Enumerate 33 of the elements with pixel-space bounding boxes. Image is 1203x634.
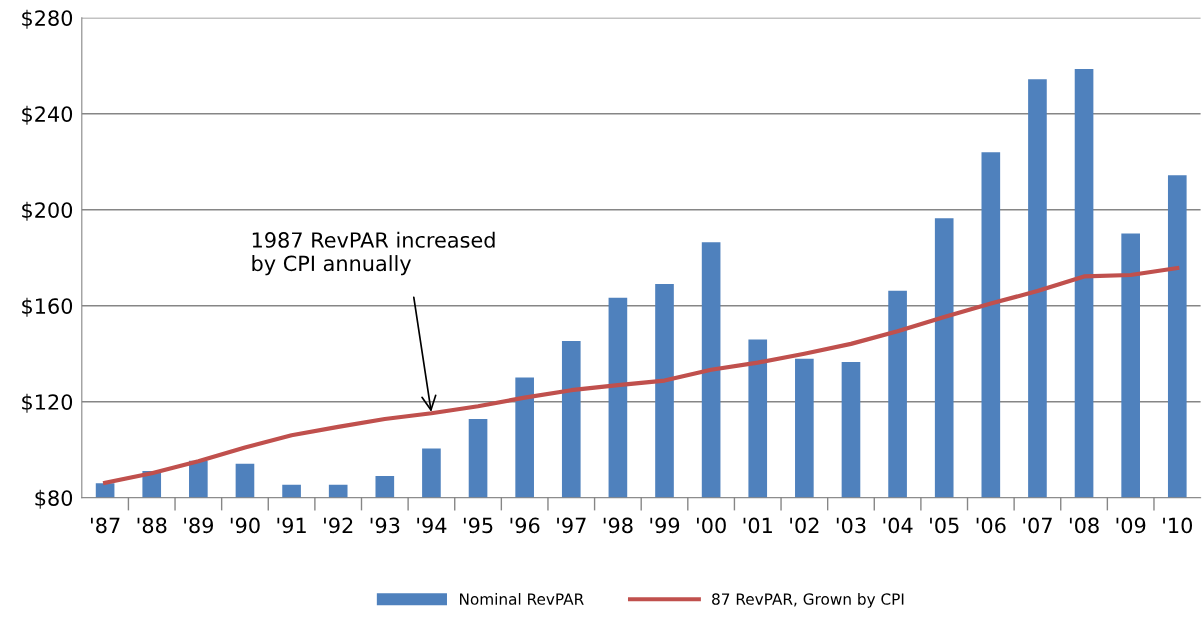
x-tick-label: '09 — [1116, 517, 1146, 534]
x-tick-label: '94 — [417, 517, 447, 534]
x-tick-label: '08 — [1069, 517, 1099, 534]
y-tick-label: $160 — [22, 297, 73, 317]
x-tick-label: '98 — [603, 517, 633, 534]
x-tick-label: '00 — [697, 517, 726, 534]
x-tick-label: '91 — [277, 517, 306, 534]
x-tick-label: '87 — [91, 517, 120, 534]
x-tick-label: '90 — [230, 517, 260, 534]
x-tick-label: '07 — [1023, 517, 1052, 534]
legend-label: 87 RevPAR, Grown by CPI — [712, 593, 904, 608]
y-tick-label: $240 — [22, 105, 73, 125]
x-tick-label: '03 — [836, 517, 866, 534]
x-tick-label: '10 — [1163, 517, 1193, 534]
x-tick-label: '05 — [930, 517, 959, 534]
x-tick-label: '95 — [463, 517, 493, 534]
y-tick-label: $200 — [22, 201, 73, 221]
x-tick-label: '01 — [743, 517, 772, 534]
x-tick-label: '93 — [370, 517, 400, 534]
x-tick-label: '02 — [790, 517, 819, 534]
legend-label: Nominal RevPAR — [460, 593, 584, 605]
x-tick-label: '97 — [557, 517, 586, 534]
x-tick-label: '88 — [137, 517, 167, 534]
x-tick-label: '96 — [510, 517, 540, 534]
x-tick-label: '92 — [324, 517, 353, 534]
x-tick-label: '99 — [650, 517, 680, 534]
y-tick-label: $120 — [22, 393, 73, 413]
x-tick-label: '04 — [883, 517, 913, 534]
y-tick-label: $280 — [22, 9, 73, 29]
annotation: 1987 RevPAR increased by CPI annually — [252, 231, 495, 276]
x-tick-label: '89 — [184, 517, 213, 534]
x-tick-label: '06 — [976, 517, 1006, 534]
y-tick-label: $80 — [35, 489, 73, 509]
